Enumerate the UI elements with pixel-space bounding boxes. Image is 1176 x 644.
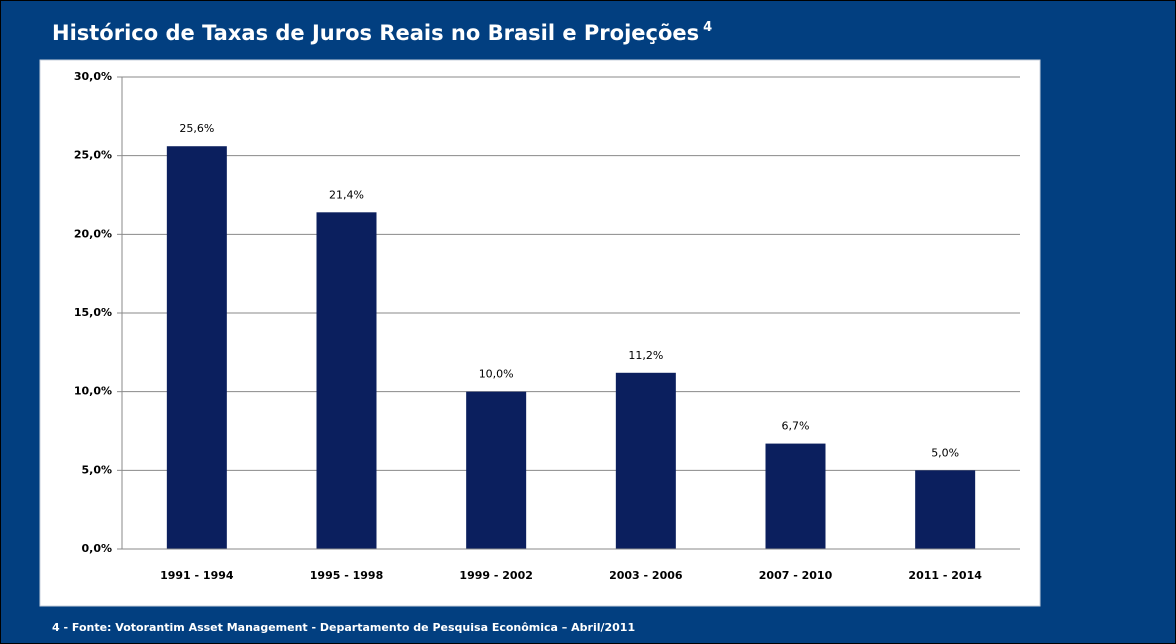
y-tick-label: 25,0% xyxy=(74,149,112,162)
value-label: 21,4% xyxy=(329,188,364,201)
x-tick-label: 1991 - 1994 xyxy=(160,569,234,582)
y-tick-label: 15,0% xyxy=(74,306,112,319)
value-label: 6,7% xyxy=(782,420,810,433)
x-tick-label: 1999 - 2002 xyxy=(459,569,532,582)
y-tick-label: 10,0% xyxy=(74,385,112,398)
bar xyxy=(316,212,377,549)
y-tick-label: 5,0% xyxy=(81,463,112,476)
x-tick-label: 1995 - 1998 xyxy=(310,569,383,582)
x-tick-label: 2007 - 2010 xyxy=(759,569,833,582)
bar xyxy=(166,146,227,549)
footnote: 4 - Fonte: Votorantim Asset Management -… xyxy=(52,621,635,634)
y-tick-label: 30,0% xyxy=(74,70,112,83)
bar xyxy=(466,391,527,549)
bar xyxy=(615,372,676,549)
value-label: 25,6% xyxy=(179,122,214,135)
chart-title: Histórico de Taxas de Juros Reais no Bra… xyxy=(52,20,712,46)
y-tick-label: 20,0% xyxy=(74,227,112,240)
title-superscript: 4 xyxy=(703,20,712,35)
x-tick-label: 2003 - 2006 xyxy=(609,569,683,582)
title-text: Histórico de Taxas de Juros Reais no Bra… xyxy=(52,21,699,45)
plot: 0,0% 5,0% 10,0% 15,0% 20,0% 25,0% 30,0% 25,6% 19… xyxy=(74,70,1020,582)
value-label: 10,0% xyxy=(479,368,514,381)
value-label: 11,2% xyxy=(628,349,663,362)
x-tick-label: 2011 - 2014 xyxy=(908,569,982,582)
bar xyxy=(915,470,976,549)
bar xyxy=(765,443,826,549)
value-label: 5,0% xyxy=(931,446,959,459)
y-tick-label: 0,0% xyxy=(81,542,112,555)
